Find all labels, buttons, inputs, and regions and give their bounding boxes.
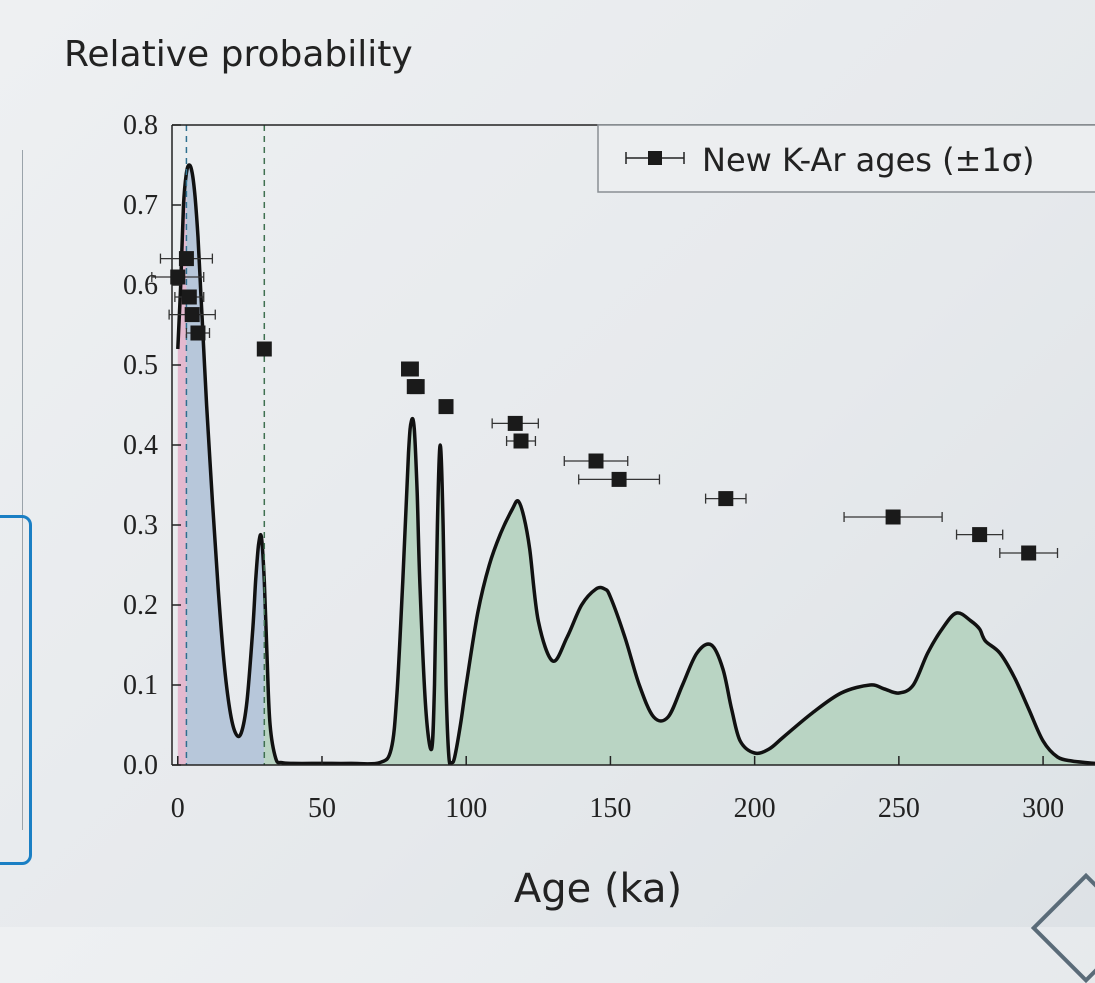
y-tick-label: 0.8 [123,110,158,141]
curve-fill-group [176,163,1095,765]
y-tick-label: 0.1 [123,670,158,701]
x-tick-label: 300 [1022,793,1064,824]
x-tick-label: 100 [445,793,487,824]
data-point [611,471,627,487]
data-point [718,491,734,507]
probability-curve-line [176,163,1095,765]
y-axis-label: Relative probability [64,34,413,75]
young-fill-region [186,165,265,765]
background-divider-line [22,150,23,830]
data-point [588,453,604,469]
data-point [184,307,200,323]
y-tick-label: 0.2 [123,590,158,621]
x-tick-label: 0 [171,793,185,824]
data-point [507,415,523,431]
background-blue-frame [0,515,32,865]
data-point [409,379,425,395]
legend-label: New K-Ar ages (±1σ) [702,141,1035,179]
data-point [170,269,186,285]
data-point [403,361,419,377]
x-tick-label: 200 [734,793,776,824]
data-point [256,341,272,357]
y-tick-label: 0.6 [123,270,158,301]
x-tick-label: 250 [878,793,920,824]
y-tick-label: 0.7 [123,190,158,221]
old-fill-region [264,418,1095,765]
data-point [181,289,197,305]
x-tick-label: 50 [308,793,336,824]
x-axis-label: Age (ka) [514,866,682,912]
y-tick-label: 0.3 [123,510,158,541]
data-point [885,509,901,525]
data-point [178,251,194,267]
y-tick-label: 0.5 [123,350,158,381]
probability-chart: Relative probability Age (ka) 0.0 0.1 0.2 0… [64,34,1095,912]
data-point [1021,545,1037,561]
data-point [190,325,206,341]
y-tick-label: 0.0 [123,750,158,781]
data-point [513,433,529,449]
y-tick-label: 0.4 [123,430,158,461]
legend-marker [648,151,662,165]
x-tick-label: 150 [589,793,631,824]
data-point [438,399,454,415]
data-point [972,527,988,543]
